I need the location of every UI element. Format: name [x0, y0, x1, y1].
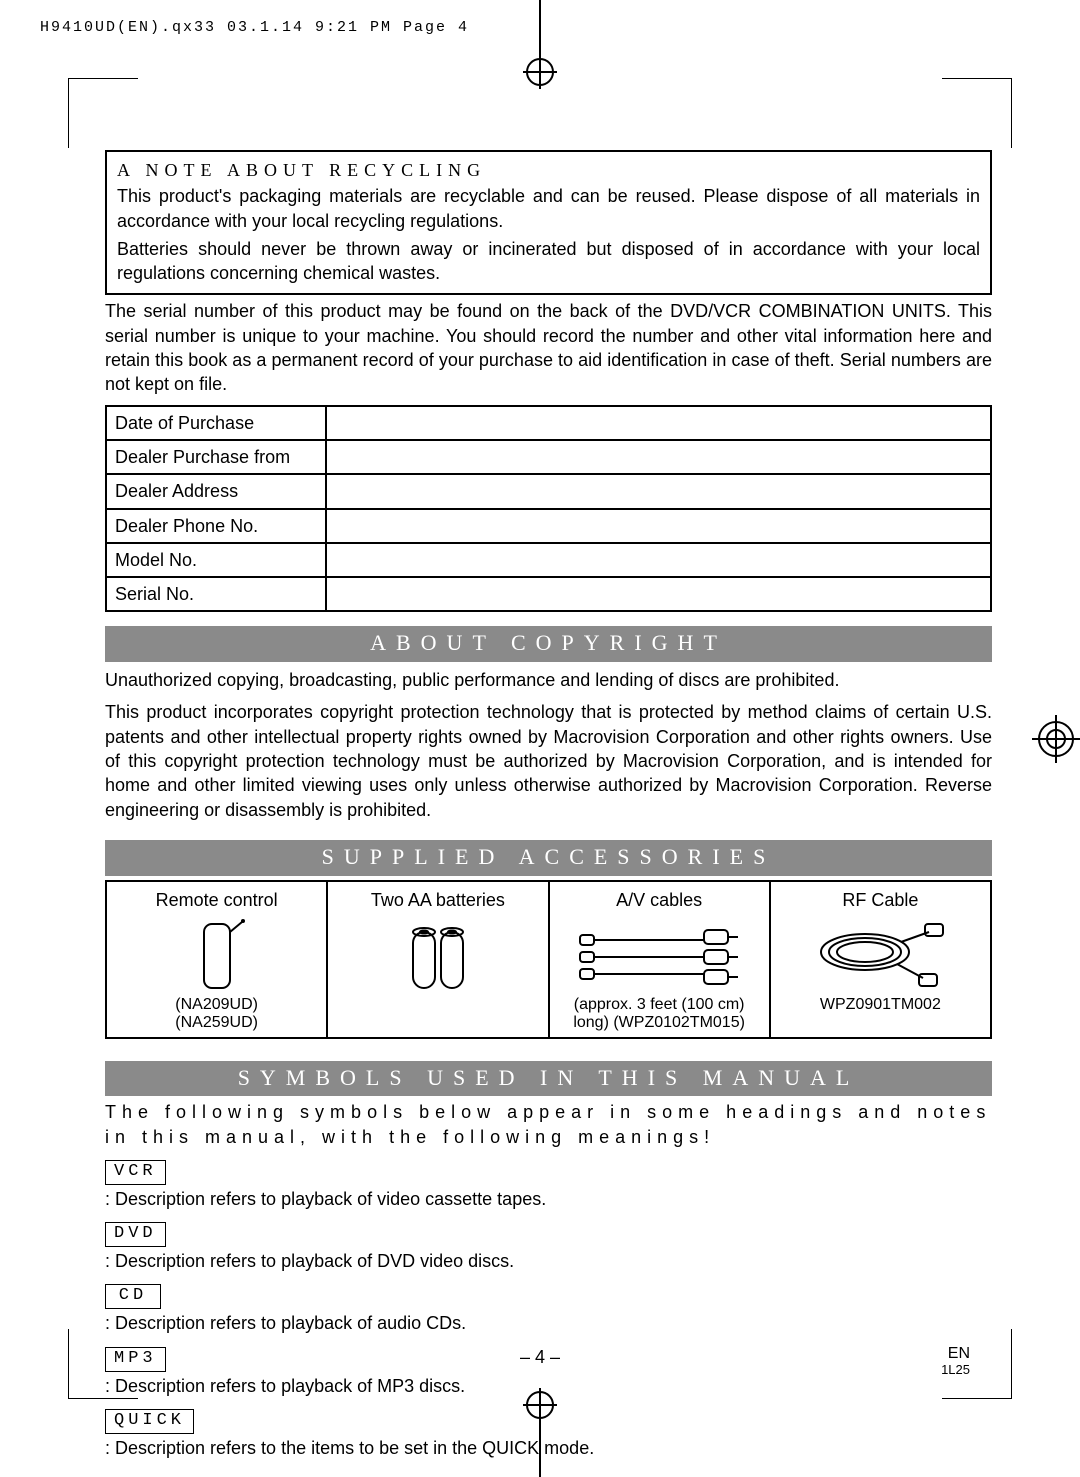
accessory-sub: WPZ0901TM002 — [775, 996, 986, 1014]
recycling-note-box: A NOTE ABOUT RECYCLING This product's pa… — [105, 150, 992, 295]
section-bar-copyright: ABOUT COPYRIGHT — [105, 626, 992, 662]
table-row: Dealer Purchase from — [106, 440, 991, 474]
detail-value[interactable] — [326, 474, 991, 508]
accessory-sub: (approx. 3 feet (100 cm) long) (WPZ0102T… — [554, 996, 765, 1033]
detail-label: Dealer Address — [106, 474, 326, 508]
accessories-table: Remote control (NA209UD) (NA259UD) Two A… — [105, 880, 992, 1039]
registration-mark-top — [523, 55, 557, 89]
recycling-p1: This product's packaging materials are r… — [117, 184, 980, 233]
accessory-title: A/V cables — [554, 888, 765, 912]
accessory-cell-batteries: Two AA batteries — [327, 881, 548, 1038]
symbol-desc: : Description refers to playback of DVD … — [105, 1249, 992, 1273]
symbol-row: CD : Description refers to playback of a… — [105, 1281, 992, 1335]
table-row: Dealer Address — [106, 474, 991, 508]
symbol-row: VCR : Description refers to playback of … — [105, 1157, 992, 1211]
print-header: H9410UD(EN).qx33 03.1.14 9:21 PM Page 4 — [40, 18, 469, 38]
page-number: – 4 – — [520, 1345, 560, 1369]
purchase-details-body: Date of Purchase Dealer Purchase from De… — [106, 406, 991, 612]
page-footer-right: EN 1L25 — [941, 1345, 970, 1377]
trim-corner-tl — [68, 78, 138, 148]
symbol-tag-cd: CD — [105, 1284, 161, 1309]
accessory-cell-rf-cable: RF Cable WPZ0901TM002 — [770, 881, 991, 1038]
detail-value[interactable] — [326, 509, 991, 543]
symbol-row: DVD : Description refers to playback of … — [105, 1219, 992, 1273]
table-row: Model No. — [106, 543, 991, 577]
recycling-title: A NOTE ABOUT RECYCLING — [117, 158, 980, 182]
serial-number-note: The serial number of this product may be… — [105, 299, 992, 396]
accessory-title: Remote control — [111, 888, 322, 912]
remote-icon — [111, 918, 322, 996]
copyright-p2: This product incorporates copyright prot… — [105, 700, 992, 821]
symbol-tag-dvd: DVD — [105, 1222, 166, 1247]
detail-label: Serial No. — [106, 577, 326, 611]
detail-value[interactable] — [326, 440, 991, 474]
av-cables-icon — [554, 918, 765, 996]
symbol-desc: : Description refers to the items to be … — [105, 1436, 992, 1460]
table-row: Dealer Phone No. — [106, 509, 991, 543]
copyright-p1: Unauthorized copying, broadcasting, publ… — [105, 668, 992, 692]
accessory-cell-av-cables: A/V cables (approx. 3 feet (100 cm) long… — [549, 881, 770, 1038]
section-bar-accessories: SUPPLIED ACCESSORIES — [105, 840, 992, 876]
symbol-row: QUICK : Description refers to the items … — [105, 1406, 992, 1460]
detail-label: Date of Purchase — [106, 406, 326, 440]
recycling-p2: Batteries should never be thrown away or… — [117, 237, 980, 286]
detail-value[interactable] — [326, 406, 991, 440]
detail-label: Model No. — [106, 543, 326, 577]
accessory-title: Two AA batteries — [332, 888, 543, 912]
footer-code: 1L25 — [941, 1363, 970, 1377]
accessory-title: RF Cable — [775, 888, 986, 912]
symbol-tag-mp3: MP3 — [105, 1347, 166, 1372]
symbol-desc: : Description refers to playback of MP3 … — [105, 1374, 992, 1398]
registration-mark-right — [1032, 715, 1080, 763]
symbol-tag-vcr: VCR — [105, 1160, 166, 1185]
symbol-desc: : Description refers to playback of audi… — [105, 1311, 992, 1335]
footer-en: EN — [941, 1345, 970, 1363]
accessory-sub: (NA209UD) (NA259UD) — [111, 996, 322, 1033]
table-row: Serial No. — [106, 577, 991, 611]
symbols-intro: The following symbols below appear in so… — [105, 1100, 992, 1149]
detail-value[interactable] — [326, 577, 991, 611]
section-bar-symbols: SYMBOLS USED IN THIS MANUAL — [105, 1061, 992, 1097]
detail-label: Dealer Phone No. — [106, 509, 326, 543]
detail-value[interactable] — [326, 543, 991, 577]
symbol-tag-quick: QUICK — [105, 1409, 194, 1434]
accessory-cell-remote: Remote control (NA209UD) (NA259UD) — [106, 881, 327, 1038]
detail-label: Dealer Purchase from — [106, 440, 326, 474]
rf-cable-icon — [775, 918, 986, 996]
symbol-desc: : Description refers to playback of vide… — [105, 1187, 992, 1211]
batteries-icon — [332, 918, 543, 996]
trim-corner-tr — [942, 78, 1012, 148]
purchase-details-table: Date of Purchase Dealer Purchase from De… — [105, 405, 992, 613]
table-row: Date of Purchase — [106, 406, 991, 440]
page-content: A NOTE ABOUT RECYCLING This product's pa… — [105, 150, 992, 1460]
